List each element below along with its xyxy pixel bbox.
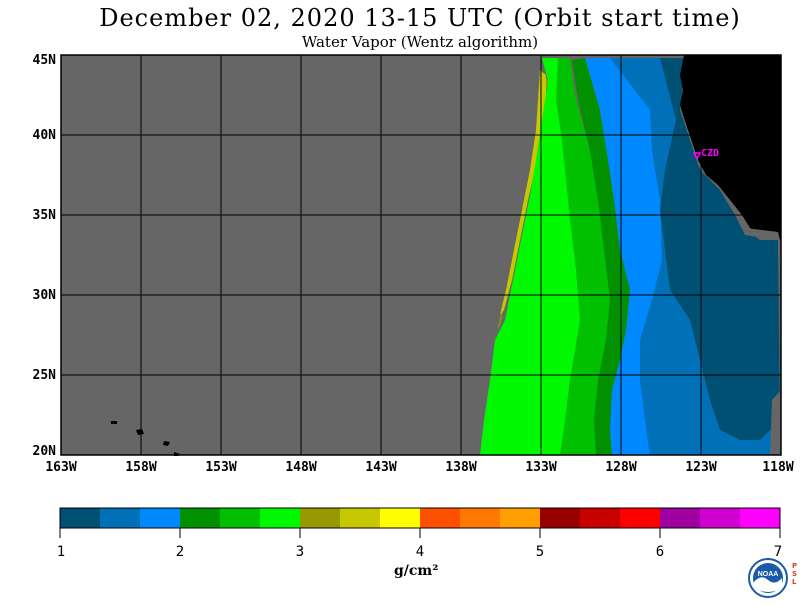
colorbar-swatch <box>380 508 421 528</box>
colorbar-units: g/cm² <box>394 563 439 579</box>
lon-label-158w: 158W <box>125 460 157 475</box>
lat-label-30n: 30N <box>32 288 56 303</box>
colorbar-swatch <box>220 508 261 528</box>
colorbar-swatch <box>140 508 181 528</box>
colorbar-tick-6: 6 <box>655 544 665 560</box>
colorbar-tick-7: 7 <box>773 544 783 560</box>
svg-text:NOAA: NOAA <box>758 571 779 578</box>
map-title: December 02, 2020 13-15 UTC (Orbit start… <box>99 4 741 32</box>
colorbar-swatch <box>500 508 541 528</box>
colorbar-swatch <box>580 508 621 528</box>
lon-label-128w: 128W <box>605 460 637 475</box>
colorbar-swatch <box>740 508 781 528</box>
lon-label-163w: 163W <box>45 460 77 475</box>
lon-label-153w: 153W <box>205 460 237 475</box>
station-marker-czd: CZD <box>692 148 719 161</box>
lon-label-148w: 148W <box>285 460 317 475</box>
lat-lon-grid <box>61 55 781 455</box>
lat-label-35n: 35N <box>32 208 56 223</box>
lon-label-118w: 118W <box>762 460 794 475</box>
colorbar <box>59 507 781 538</box>
lon-label-133w: 133W <box>525 460 557 475</box>
colorbar-tick-5: 5 <box>535 544 545 560</box>
lat-label-25n: 25N <box>32 368 56 383</box>
lat-label-40n: 40N <box>32 128 56 143</box>
colorbar-tick-1: 1 <box>56 544 66 560</box>
band-blue <box>585 58 662 455</box>
band-mid-green <box>556 58 612 455</box>
colorbar-swatch <box>620 508 661 528</box>
colorbar-swatch <box>420 508 461 528</box>
noaa-logo: NOAA <box>746 558 790 602</box>
colorbar-swatch <box>340 508 381 528</box>
colorbar-swatch <box>460 508 501 528</box>
colorbar-tick-2: 2 <box>175 544 185 560</box>
water-vapor-swath <box>480 58 780 455</box>
coastal-no-data <box>745 228 780 240</box>
colorbar-swatch <box>180 508 221 528</box>
colorbar-tick-3: 3 <box>295 544 305 560</box>
colorbar-swatch <box>700 508 741 528</box>
map-subtitle: Water Vapor (Wentz algorithm) <box>301 33 539 51</box>
colorbar-swatch <box>300 508 341 528</box>
southeast-no-data <box>770 390 781 455</box>
band-mid-blue <box>610 58 780 455</box>
lon-label-138w: 138W <box>445 460 477 475</box>
station-marker-label: CZD <box>701 148 719 159</box>
colorbar-swatch <box>60 508 101 528</box>
colorbar-swatch <box>100 508 141 528</box>
colorbar-swatch <box>260 508 301 528</box>
lat-label-20n: 20N <box>32 444 56 459</box>
colorbar-swatch <box>660 508 701 528</box>
band-dark-blue <box>660 58 780 440</box>
colorbar-swatch <box>540 508 581 528</box>
station-marker-icon <box>692 152 702 161</box>
band-bright-green <box>480 58 590 455</box>
land-north-america <box>680 55 781 240</box>
colorbar-tick-4: 4 <box>415 544 425 560</box>
lon-label-123w: 123W <box>685 460 717 475</box>
lon-label-143w: 143W <box>365 460 397 475</box>
lat-label-45n: 45N <box>32 53 56 68</box>
map-border <box>60 54 782 456</box>
band-dark-green <box>572 58 630 455</box>
